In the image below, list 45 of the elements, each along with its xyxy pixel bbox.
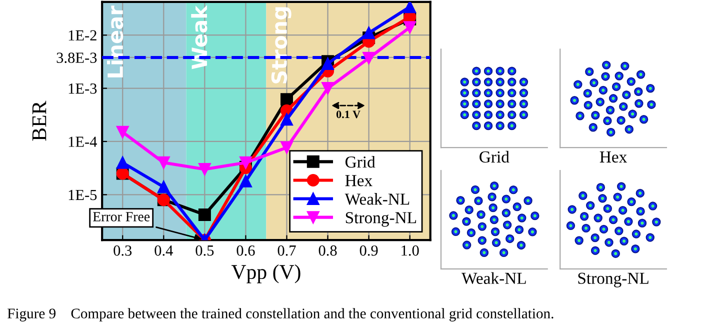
- x-tick-label: 0.3: [114, 245, 132, 256]
- point: [239, 156, 252, 169]
- band-label: Strong: [271, 7, 292, 84]
- y-tick-label: 1E-5: [68, 190, 97, 200]
- point: [362, 52, 376, 64]
- point: [280, 93, 293, 106]
- band-label: Linear: [107, 6, 124, 78]
- point: [157, 180, 170, 194]
- x-tick-label: 0.6: [236, 245, 255, 256]
- legend-label: Grid: [346, 156, 376, 168]
- text: Weak-NL: [462, 272, 526, 284]
- y-tick-label: 1E-4: [68, 136, 97, 147]
- legend-label: Strong-NL: [346, 212, 416, 227]
- point: [116, 126, 129, 138]
- point: [404, 21, 416, 34]
- point: [322, 82, 334, 95]
- point: [116, 156, 129, 169]
- y-tick-label: 3.8E-3: [56, 52, 97, 63]
- x-tick-label: 0.9: [360, 245, 378, 256]
- text: Hex: [600, 152, 627, 163]
- band-label: Weak: [191, 5, 208, 70]
- y-tick-label: 1E-3: [68, 83, 97, 94]
- legend-label: Hex: [345, 175, 372, 186]
- text: Grid: [480, 150, 510, 163]
- point: [239, 174, 252, 188]
- point: [198, 208, 211, 221]
- x-tick-label: 0.5: [196, 245, 214, 256]
- point: [362, 26, 376, 40]
- annotation: Error Free: [93, 212, 150, 222]
- point: [280, 113, 293, 126]
- text: Strong-NL: [578, 272, 648, 288]
- x-tick-label: 1.0: [402, 245, 419, 256]
- x-tick-label: 0.4: [154, 245, 173, 256]
- point: [157, 156, 170, 169]
- x-axis-title: Vpp (V): [231, 264, 300, 284]
- y-tick-label: 1E-2: [68, 30, 96, 40]
- annotation: 0.1 V: [336, 110, 360, 118]
- x-tick-label: 0.7: [278, 245, 296, 256]
- y-axis-title: BER: [32, 100, 46, 141]
- x-tick-label: 0.8: [318, 245, 337, 256]
- point: [198, 163, 211, 176]
- caption: Figure 9 Compare between the trained constellation and the conventional grid constellation.: [8, 308, 554, 322]
- point: [404, 2, 416, 14]
- point: [280, 141, 293, 154]
- legend-label: Weak-NL: [344, 193, 410, 205]
